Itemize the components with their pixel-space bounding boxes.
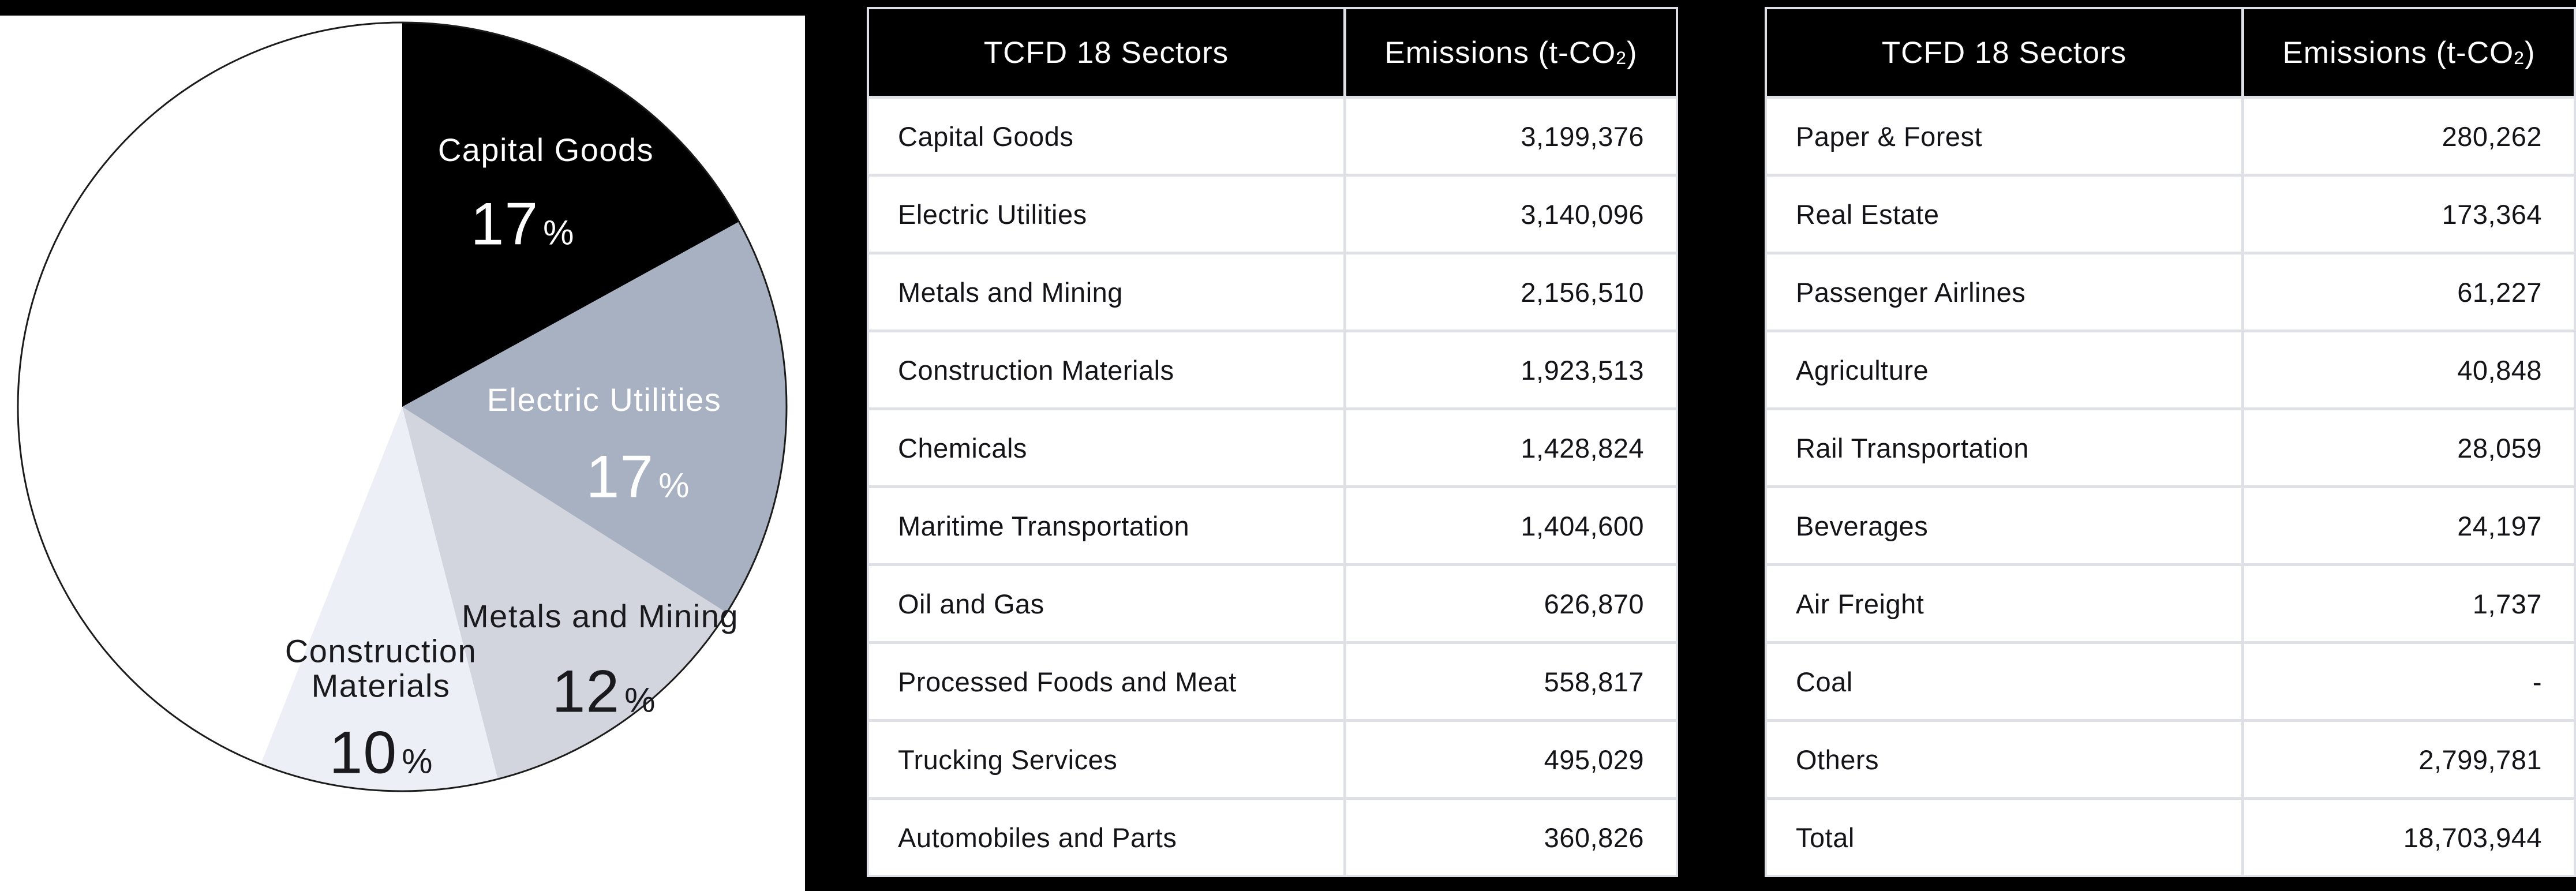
table-row-value-cell: 40,848 (2244, 332, 2574, 407)
pie-chart-panel: Capital Goods 17% Electric Utilities 17%… (0, 16, 805, 891)
table-row-sector-cell: Rail Transportation (1767, 410, 2241, 485)
pie-outline-circle (17, 21, 788, 792)
table-row-value-cell: 1,428,824 (1346, 410, 1676, 485)
pie-slice-3 (260, 407, 498, 792)
table-row-value-cell: 61,227 (2244, 254, 2574, 330)
table-row-sector-cell: Passenger Airlines (1767, 254, 2241, 330)
emissions-header-suffix: ) (2524, 35, 2536, 70)
emissions-table-2: TCFD 18 Sectors Emissions (t-CO 2) Paper & … (1765, 7, 2576, 877)
percent-sign: % (624, 680, 656, 720)
table-row-value-cell: 28,059 (2244, 410, 2574, 485)
pie-label-construction-materials: Construction Materials (285, 634, 477, 704)
pie-chart (17, 21, 788, 792)
table-row-value-cell: 558,817 (1346, 644, 1676, 719)
table-row-sector-cell: Processed Foods and Meat (869, 644, 1343, 719)
table-row-value-cell: 173,364 (2244, 177, 2574, 252)
table-row-sector-cell: Electric Utilities (869, 177, 1343, 252)
table-row-sector-cell: Real Estate (1767, 177, 2241, 252)
pie-pct-electric-utilities: 17% (586, 443, 689, 512)
table-row-value-cell: 1,737 (2244, 566, 2574, 641)
table-row-value-cell: 2,799,781 (2244, 722, 2574, 797)
pie-slice-1 (402, 222, 787, 613)
pct-number: 17 (586, 443, 654, 511)
table-row-value-cell: 3,199,376 (1346, 99, 1676, 174)
emissions-header-prefix: Emissions (t-CO (1384, 35, 1616, 70)
table-row-sector-cell: Paper & Forest (1767, 99, 2241, 174)
pct-number: 10 (329, 719, 398, 787)
table-row-value-cell: 2,156,510 (1346, 254, 1676, 330)
table-row-value-cell: 1,923,513 (1346, 332, 1676, 407)
pie-label-metals-and-mining: Metals and Mining (462, 597, 739, 634)
percent-sign: % (658, 466, 690, 505)
table-row-value-cell: 24,197 (2244, 488, 2574, 563)
pie-label-electric-utilities: Electric Utilities (486, 381, 722, 418)
emissions-column-header: Emissions (t-CO 2) (1346, 9, 1676, 96)
table-row-sector-cell: Oil and Gas (869, 566, 1343, 641)
table-row-sector-cell: Construction Materials (869, 332, 1343, 407)
table-row-sector-cell: Chemicals (869, 410, 1343, 485)
sector-column-header: TCFD 18 Sectors (1767, 9, 2241, 96)
table-row-sector-cell: Metals and Mining (869, 254, 1343, 330)
table-row-sector-cell: Trucking Services (869, 722, 1343, 797)
construction-label-line1: Construction (284, 632, 477, 669)
pct-number: 12 (552, 658, 620, 725)
pie-slice-2 (402, 407, 727, 780)
table-row-value-cell: 3,140,096 (1346, 177, 1676, 252)
pie-pct-construction-materials: 10% (329, 719, 432, 788)
emissions-table-1: TCFD 18 Sectors Emissions (t-CO 2) Capital … (867, 7, 1678, 877)
table-row-sector-cell: Automobiles and Parts (869, 800, 1343, 875)
table-row-sector-cell: Capital Goods (869, 99, 1343, 174)
sector-column-header: TCFD 18 Sectors (869, 9, 1343, 96)
percent-sign: % (543, 213, 574, 252)
pct-number: 17 (470, 190, 539, 258)
table-row-sector-cell: Total (1767, 800, 2241, 875)
emissions-header-prefix: Emissions (t-CO (2282, 35, 2514, 70)
table-row-value-cell: 495,029 (1346, 722, 1676, 797)
table-row-sector-cell: Agriculture (1767, 332, 2241, 407)
pie-label-capital-goods: Capital Goods (437, 131, 654, 168)
table-row-value-cell: 280,262 (2244, 99, 2574, 174)
emissions-header-suffix: ) (1626, 35, 1638, 70)
table-row-value-cell: 360,826 (1346, 800, 1676, 875)
table-row-value-cell: 626,870 (1346, 566, 1676, 641)
pie-pct-metals-and-mining: 12% (552, 658, 655, 727)
pie-slice-0 (402, 23, 739, 407)
pie-pct-capital-goods: 17% (470, 190, 574, 259)
table-row-value-cell: - (2244, 644, 2574, 719)
table-row-value-cell: 18,703,944 (2244, 800, 2574, 875)
table-row-sector-cell: Air Freight (1767, 566, 2241, 641)
table-row-sector-cell: Coal (1767, 644, 2241, 719)
percent-sign: % (402, 742, 433, 781)
table-row-sector-cell: Beverages (1767, 488, 2241, 563)
table-row-sector-cell: Others (1767, 722, 2241, 797)
construction-label-line2: Materials (311, 668, 451, 704)
emissions-column-header: Emissions (t-CO 2) (2244, 9, 2574, 96)
table-row-value-cell: 1,404,600 (1346, 488, 1676, 563)
table-row-sector-cell: Maritime Transportation (869, 488, 1343, 563)
